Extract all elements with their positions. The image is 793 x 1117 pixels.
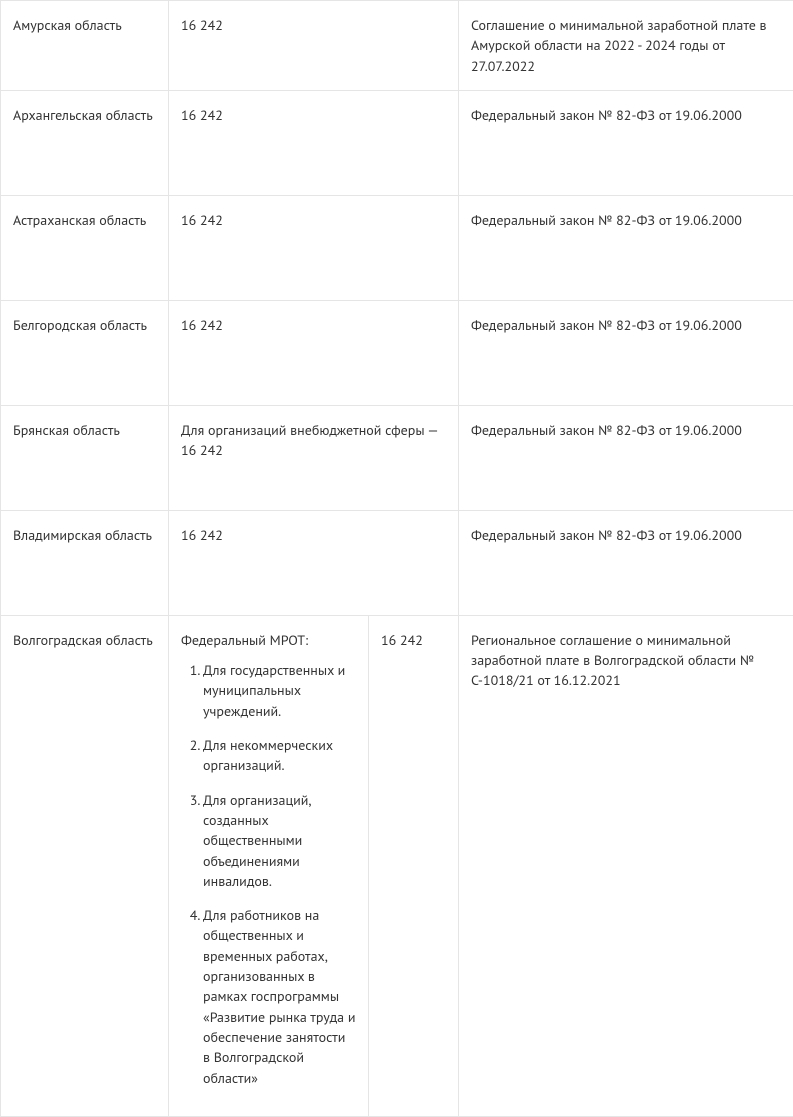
table-row: Белгородская область 16 242 Федеральный … xyxy=(1,300,793,405)
extra-cell: 16 242 xyxy=(369,615,459,1116)
detail-cell: 16 242 xyxy=(169,1,459,91)
detail-lead: Федеральный МРОТ: xyxy=(181,630,356,650)
basis-cell: Федеральный закон № 82-ФЗ от 19.06.2000 xyxy=(459,300,793,405)
basis-cell: Федеральный закон № 82-ФЗ от 19.06.2000 xyxy=(459,510,793,615)
list-item: Для организаций, созданных общественными… xyxy=(203,790,356,891)
region-cell: Архангельская область xyxy=(1,90,169,195)
list-item: Для работников на общественных и временн… xyxy=(203,905,356,1088)
region-cell: Астраханская область xyxy=(1,195,169,300)
region-cell: Белгородская область xyxy=(1,300,169,405)
min-wage-table: Амурская область 16 242 Соглашение о мин… xyxy=(0,0,793,1117)
detail-cell: Для организаций внебюджетной сферы — 16 … xyxy=(169,405,459,510)
detail-cell: 16 242 xyxy=(169,90,459,195)
detail-cell: Федеральный МРОТ: Для государственных и … xyxy=(169,615,369,1116)
detail-cell: 16 242 xyxy=(169,510,459,615)
table-row: Волгоградская область Федеральный МРОТ: … xyxy=(1,615,793,1116)
table-row: Амурская область 16 242 Соглашение о мин… xyxy=(1,1,793,91)
table-row: Астраханская область 16 242 Федеральный … xyxy=(1,195,793,300)
detail-list: Для государственных и муниципальных учре… xyxy=(181,660,356,1088)
region-cell: Амурская область xyxy=(1,1,169,91)
basis-cell: Федеральный закон № 82-ФЗ от 19.06.2000 xyxy=(459,195,793,300)
table-row: Брянская область Для организаций внебюдж… xyxy=(1,405,793,510)
basis-cell: Федеральный закон № 82-ФЗ от 19.06.2000 xyxy=(459,90,793,195)
table-row: Архангельская область 16 242 Федеральный… xyxy=(1,90,793,195)
basis-cell: Региональное соглашение о минимальной за… xyxy=(459,615,793,1116)
region-cell: Волгоградская область xyxy=(1,615,169,1116)
detail-cell: 16 242 xyxy=(169,300,459,405)
basis-cell: Соглашение о минимальной заработной плат… xyxy=(459,1,793,91)
table-row: Владимирская область 16 242 Федеральный … xyxy=(1,510,793,615)
detail-cell: 16 242 xyxy=(169,195,459,300)
region-cell: Владимирская область xyxy=(1,510,169,615)
list-item: Для некоммерческих организаций. xyxy=(203,735,356,776)
list-item: Для государственных и муниципальных учре… xyxy=(203,660,356,721)
region-cell: Брянская область xyxy=(1,405,169,510)
basis-cell: Федеральный закон № 82-ФЗ от 19.06.2000 xyxy=(459,405,793,510)
